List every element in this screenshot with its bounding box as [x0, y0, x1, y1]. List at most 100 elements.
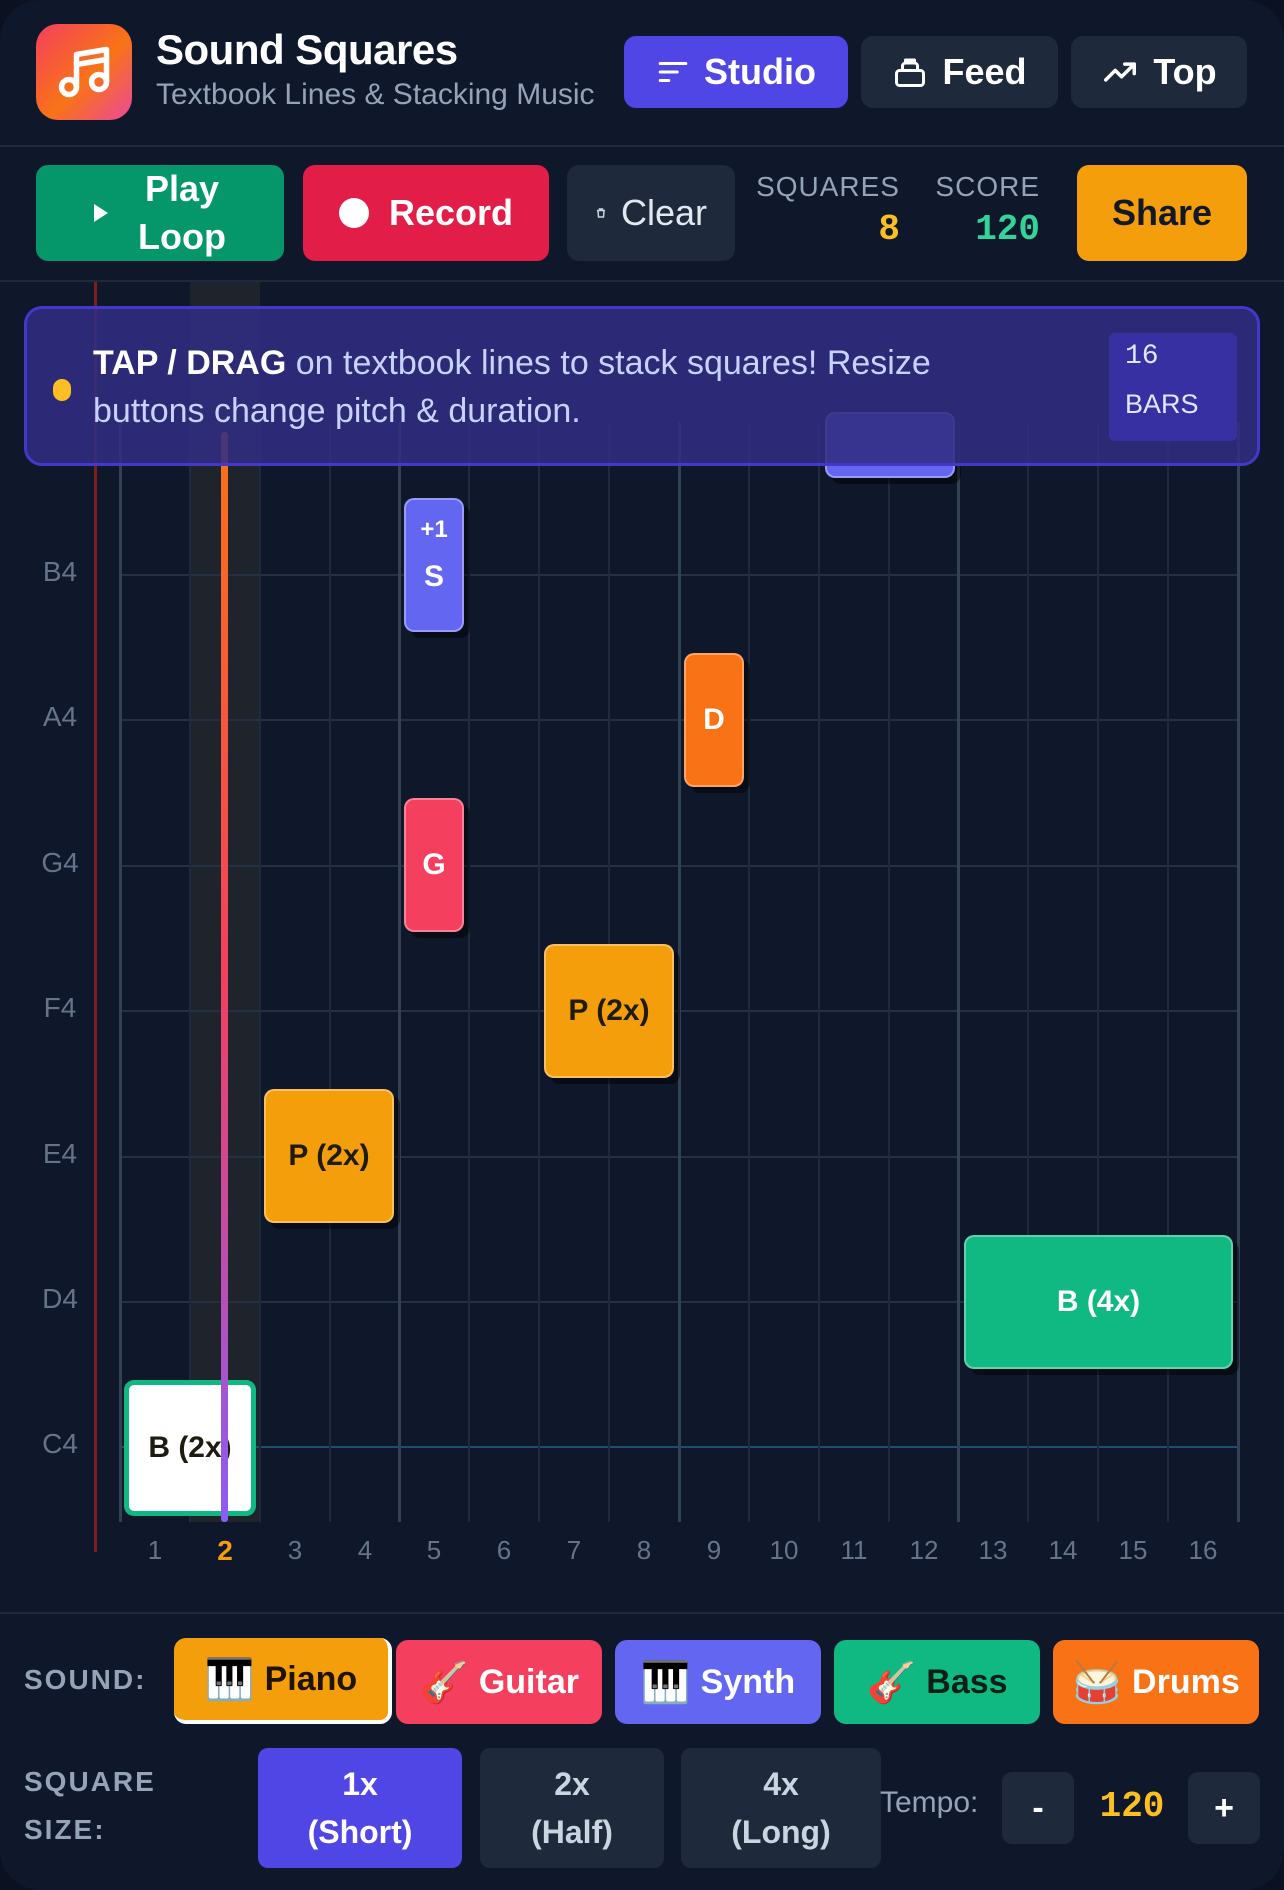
- bar-number-current: 2: [217, 1535, 233, 1566]
- sound-label: SOUND:: [24, 1664, 147, 1695]
- note-label: D: [703, 703, 725, 736]
- beat-line: [329, 422, 331, 1522]
- note-label: B (4x): [1056, 1285, 1141, 1318]
- clear-button[interactable]: Clear: [567, 165, 735, 261]
- toolbar: Play Loop Record Clear SQUARES 8 SCORE 1…: [0, 147, 1284, 282]
- sound-piano-button[interactable]: 🎹 Piano: [174, 1638, 392, 1724]
- sound-guitar-button[interactable]: 🎸 Guitar: [396, 1640, 602, 1724]
- app-title: Sound Squares: [156, 26, 458, 73]
- bar-line: [678, 422, 681, 1522]
- playhead[interactable]: [221, 432, 228, 1522]
- music-note-icon: [36, 24, 132, 120]
- inbox-icon: [895, 58, 926, 87]
- square-size-label-line2: SIZE:: [24, 1814, 106, 1845]
- bar-line: [119, 422, 122, 1522]
- margin-line: [94, 282, 97, 1552]
- bar-number: 9: [706, 1535, 722, 1565]
- note-square[interactable]: B (4x): [964, 1235, 1233, 1369]
- play-loop-button[interactable]: Play Loop: [36, 165, 284, 261]
- beat-line: [748, 422, 750, 1522]
- bar-number: 3: [287, 1535, 303, 1565]
- note-label: P (2x): [568, 994, 650, 1027]
- tempo-label: Tempo:: [880, 1786, 979, 1819]
- keyboard-icon: 🎹: [640, 1660, 691, 1705]
- note-square[interactable]: P (2x): [264, 1089, 394, 1223]
- beat-line: [888, 422, 890, 1522]
- trending-up-icon: [1104, 62, 1137, 82]
- bar-number: 11: [840, 1535, 868, 1565]
- size-4x-desc: (Long): [731, 1814, 831, 1850]
- squares-label: SQUARES: [756, 171, 900, 202]
- bar-number: 16: [1188, 1535, 1218, 1565]
- bars-count: 16: [1125, 341, 1159, 372]
- note-label: P (2x): [288, 1139, 370, 1172]
- size-1x-label: 1x: [342, 1766, 378, 1802]
- lines-icon: [658, 61, 688, 83]
- beat-line: [259, 422, 261, 1522]
- bottom-controls: SOUND: 🎹 Piano 🎸 Guitar 🎹 Synth 🎸 Bass 🥁…: [0, 1612, 1284, 1890]
- guitar-icon: 🎸: [419, 1660, 469, 1705]
- bar-line: [398, 422, 401, 1522]
- note-square[interactable]: G: [404, 798, 464, 932]
- pitch-label: C4: [42, 1428, 78, 1459]
- square-size-label: SQUARE SIZE:: [24, 1758, 156, 1854]
- pitch-label: A4: [42, 701, 78, 732]
- play-label-line1: Play: [144, 168, 220, 209]
- nav-top-button[interactable]: Top: [1071, 36, 1247, 108]
- size-4x-button[interactable]: 4x (Long): [681, 1748, 881, 1868]
- trash-icon: [596, 208, 605, 218]
- record-label: Record: [388, 192, 514, 233]
- nav-feed-label: Feed: [942, 51, 1027, 92]
- sound-drums-button[interactable]: 🥁 Drums: [1053, 1640, 1259, 1724]
- sequencer-grid[interactable]: B4 A4 G4 F4 E4 D4 C4 +1 S D G P (2x) P (…: [0, 282, 1284, 1612]
- instruction-text: TAP / DRAG on textbook lines to stack sq…: [93, 339, 953, 435]
- sound-bass-button[interactable]: 🎸 Bass: [834, 1640, 1040, 1724]
- pitch-label: G4: [41, 847, 79, 878]
- size-2x-desc: (Half): [531, 1814, 613, 1850]
- size-2x-button[interactable]: 2x (Half): [480, 1748, 664, 1868]
- nav-feed-button[interactable]: Feed: [861, 36, 1058, 108]
- stack-count-badge: +1: [420, 516, 448, 543]
- instruction-banner: TAP / DRAG on textbook lines to stack sq…: [24, 306, 1260, 466]
- note-square[interactable]: P (2x): [544, 944, 674, 1078]
- size-1x-desc: (Short): [307, 1814, 413, 1850]
- nav-studio-button[interactable]: Studio: [624, 36, 848, 108]
- pitch-label: F4: [43, 992, 77, 1023]
- bar-number: 7: [566, 1535, 582, 1565]
- pitch-label: D4: [42, 1283, 78, 1314]
- sound-synth-button[interactable]: 🎹 Synth: [615, 1640, 821, 1724]
- tempo-increase-button[interactable]: +: [1188, 1772, 1260, 1844]
- record-button[interactable]: Record: [303, 165, 549, 261]
- bar-line: [1237, 422, 1240, 1522]
- header: Sound Squares Textbook Lines & Stacking …: [0, 0, 1284, 147]
- drum-icon: 🥁: [1072, 1660, 1123, 1705]
- beat-line: [468, 422, 470, 1522]
- clear-label: Clear: [620, 192, 708, 233]
- size-1x-button[interactable]: 1x (Short): [258, 1748, 462, 1868]
- hint-dot-icon: [53, 379, 71, 401]
- note-square[interactable]: D: [684, 653, 744, 787]
- sound-bass-label: Bass: [926, 1662, 1008, 1701]
- play-icon: [94, 204, 109, 222]
- tempo-decrease-button[interactable]: -: [1002, 1772, 1074, 1844]
- bars-badge: 16 BARS: [1109, 333, 1237, 441]
- note-square[interactable]: +1 S: [404, 498, 464, 632]
- bar-number: 10: [769, 1535, 799, 1565]
- bar-number: 4: [357, 1535, 373, 1565]
- note-label: S: [423, 560, 444, 593]
- share-button[interactable]: Share: [1077, 165, 1247, 261]
- bar-number: 5: [426, 1535, 442, 1565]
- note-label: G: [422, 848, 446, 881]
- share-label: Share: [1111, 192, 1213, 233]
- nav-top-label: Top: [1153, 51, 1217, 92]
- piano-icon: 🎹: [204, 1657, 255, 1702]
- instruction-body: on textbook lines to stack squares! Resi…: [93, 344, 931, 430]
- note-square-selected[interactable]: B (2x): [124, 1380, 256, 1516]
- bars-label: BARS: [1125, 389, 1199, 419]
- bass-guitar-icon: 🎸: [866, 1660, 917, 1705]
- record-dot-icon: [338, 198, 369, 228]
- bar-number: 15: [1118, 1535, 1148, 1565]
- beat-line: [189, 422, 191, 1522]
- beat-line: [1027, 422, 1029, 1522]
